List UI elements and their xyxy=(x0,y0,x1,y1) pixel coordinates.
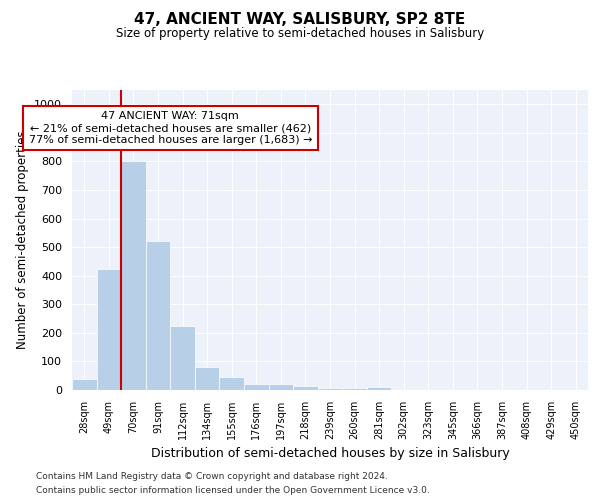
Bar xyxy=(293,386,318,390)
Bar xyxy=(195,366,220,390)
X-axis label: Distribution of semi-detached houses by size in Salisbury: Distribution of semi-detached houses by … xyxy=(151,448,509,460)
Y-axis label: Number of semi-detached properties: Number of semi-detached properties xyxy=(16,130,29,350)
Bar xyxy=(170,326,195,390)
Bar xyxy=(72,380,97,390)
Text: Contains public sector information licensed under the Open Government Licence v3: Contains public sector information licen… xyxy=(36,486,430,495)
Bar xyxy=(220,377,244,390)
Text: 47, ANCIENT WAY, SALISBURY, SP2 8TE: 47, ANCIENT WAY, SALISBURY, SP2 8TE xyxy=(134,12,466,28)
Text: 47 ANCIENT WAY: 71sqm
← 21% of semi-detached houses are smaller (462)
77% of sem: 47 ANCIENT WAY: 71sqm ← 21% of semi-deta… xyxy=(29,112,312,144)
Bar xyxy=(244,384,269,390)
Bar xyxy=(367,387,391,390)
Text: Size of property relative to semi-detached houses in Salisbury: Size of property relative to semi-detach… xyxy=(116,28,484,40)
Bar xyxy=(121,162,146,390)
Bar xyxy=(146,242,170,390)
Bar xyxy=(97,268,121,390)
Text: Contains HM Land Registry data © Crown copyright and database right 2024.: Contains HM Land Registry data © Crown c… xyxy=(36,472,388,481)
Bar xyxy=(342,388,367,390)
Bar xyxy=(318,388,342,390)
Bar xyxy=(269,384,293,390)
